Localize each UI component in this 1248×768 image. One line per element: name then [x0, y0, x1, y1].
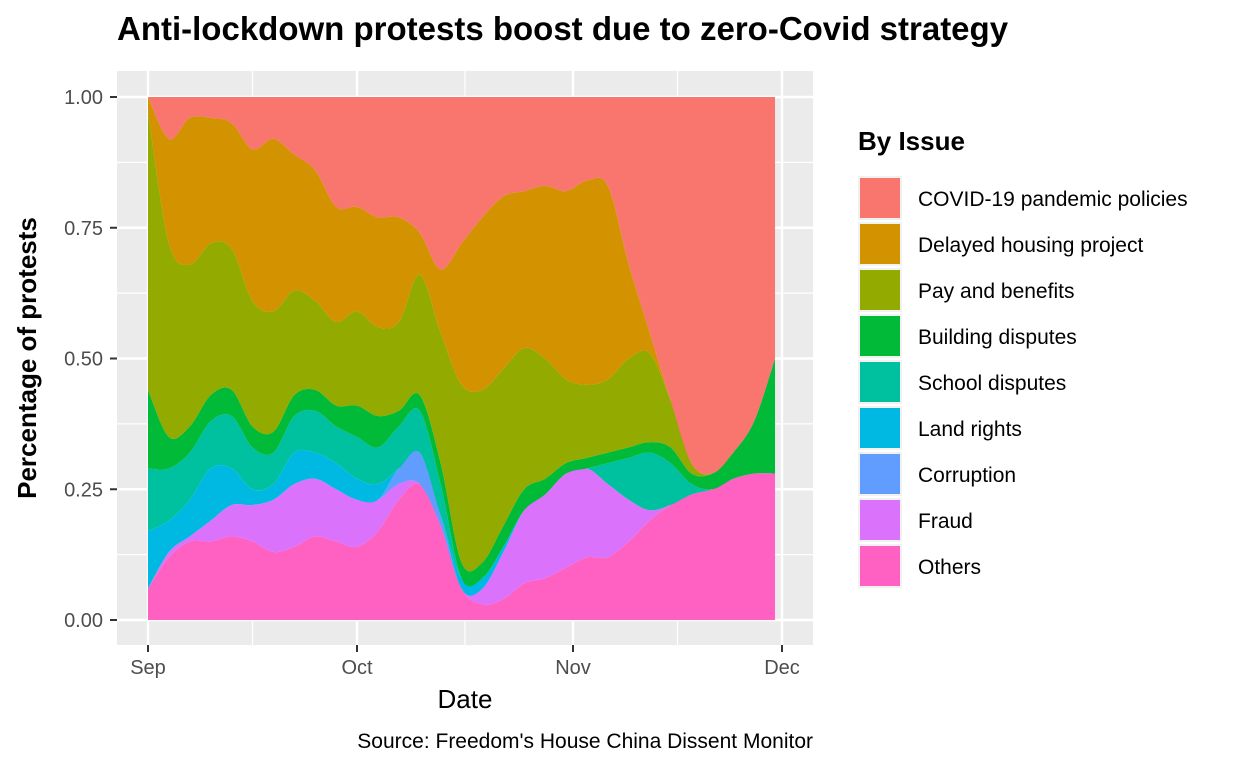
y-tick-label: 0.25 [64, 479, 103, 501]
x-tick-label: Nov [555, 657, 591, 679]
area-covid-19-pandemic-policies [148, 97, 776, 475]
x-tick-label: Oct [341, 657, 373, 679]
legend-label-building-disputes: Building disputes [918, 326, 1077, 349]
legend: COVID-19 pandemic policies Delayed housin… [858, 176, 1188, 588]
legend-label-covid-19-pandemic-policies: COVID-19 pandemic policies [918, 188, 1188, 211]
y-tick-label: 1.00 [64, 87, 103, 109]
area-others [148, 473, 776, 620]
legend-label-land-rights: Land rights [918, 418, 1022, 441]
area-school-disputes [148, 408, 776, 587]
legend-swatch-others [860, 546, 900, 586]
y-tick-label: 0.00 [64, 610, 103, 632]
legend-swatch-covid-19-pandemic-policies [860, 178, 900, 218]
legend-label-pay-and-benefits: Pay and benefits [918, 280, 1074, 303]
legend-swatch-school-disputes [860, 362, 900, 402]
legend-label-school-disputes: School disputes [918, 372, 1066, 395]
legend-swatch-delayed-housing-project [860, 224, 900, 264]
legend-label-delayed-housing-project: Delayed housing project [918, 234, 1143, 257]
legend-swatch-corruption [860, 454, 900, 494]
stacked-areas [148, 97, 776, 620]
y-tick-label: 0.75 [64, 218, 103, 240]
legend-label-corruption: Corruption [918, 464, 1016, 487]
area-delayed-housing-project [148, 97, 776, 475]
y-tick-label: 0.50 [64, 349, 103, 371]
chart-caption: Source: Freedom's House China Dissent Mo… [357, 730, 813, 753]
y-axis-title: Percentage of protests [12, 217, 42, 499]
legend-swatch-building-disputes [860, 316, 900, 356]
legend-label-fraud: Fraud [918, 510, 973, 533]
legend-title: By Issue [858, 126, 965, 156]
legend-swatch-pay-and-benefits [860, 270, 900, 310]
chart-title: Anti-lockdown protests boost due to zero… [117, 10, 1009, 47]
axes: 0.00 0.25 0.50 0.75 1.00 Sep Oct Nov Dec [64, 87, 800, 679]
legend-swatch-land-rights [860, 408, 900, 448]
area-pay-and-benefits [148, 112, 776, 572]
x-tick-label: Sep [130, 657, 166, 679]
x-tick-label: Dec [764, 657, 800, 679]
legend-label-others: Others [918, 556, 981, 579]
area-fraud [148, 467, 776, 605]
legend-swatch-fraud [860, 500, 900, 540]
x-axis-title: Date [438, 684, 493, 714]
